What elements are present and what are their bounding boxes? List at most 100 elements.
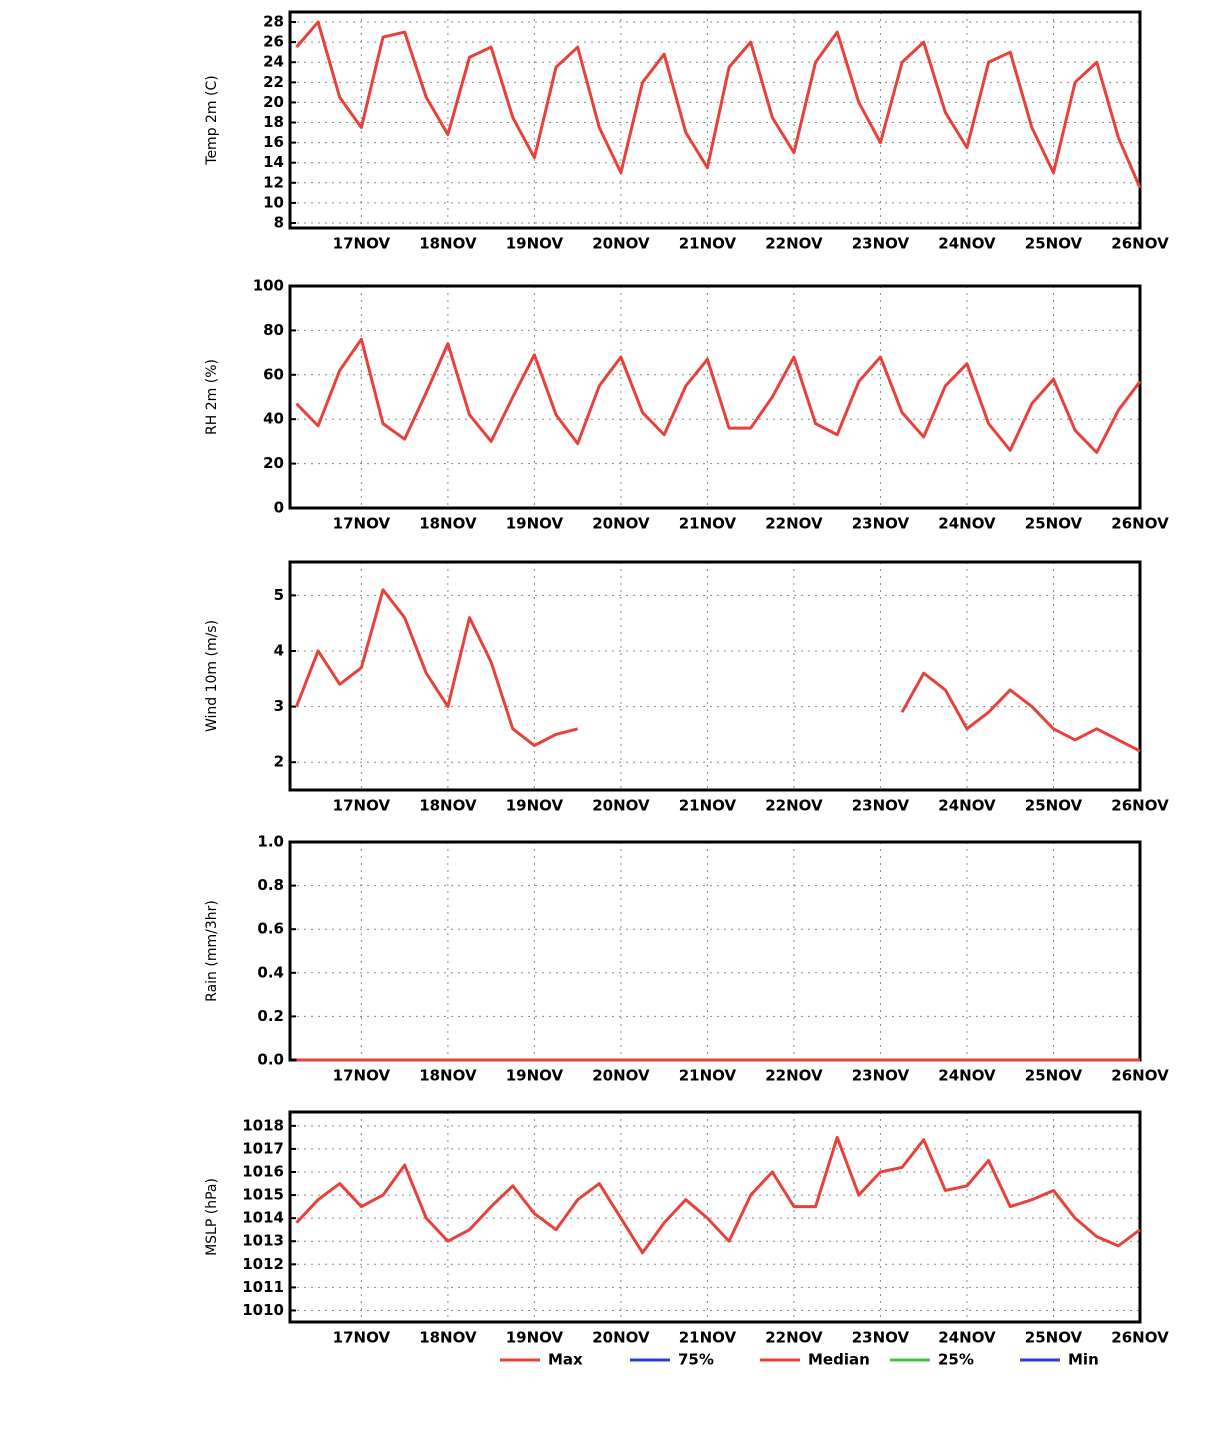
x-tick-label: 19NOV bbox=[506, 1067, 564, 1085]
x-tick-label: 21NOV bbox=[679, 1067, 737, 1085]
plot-frame bbox=[288, 840, 1142, 1062]
y-tick-label: 12 bbox=[263, 173, 284, 191]
y-tick-label: 0.4 bbox=[257, 963, 284, 981]
y-tick-label: 22 bbox=[263, 73, 284, 91]
x-tick-label: 25NOV bbox=[1025, 515, 1083, 533]
plot-frame bbox=[288, 10, 1142, 230]
median-line bbox=[295, 1135, 1141, 1255]
y-tick-label: 16 bbox=[263, 133, 284, 151]
x-tick-label: 19NOV bbox=[506, 797, 564, 815]
x-tick-label: 26NOV bbox=[1111, 515, 1169, 533]
x-tick-label: 24NOV bbox=[938, 797, 996, 815]
x-tick-label: 23NOV bbox=[852, 235, 910, 253]
legend-label: Max bbox=[548, 1351, 583, 1369]
plot-frame bbox=[288, 560, 1142, 792]
y-tick-label: 1012 bbox=[242, 1255, 284, 1273]
x-tick-label: 18NOV bbox=[419, 235, 477, 253]
x-tick-label: 23NOV bbox=[852, 515, 910, 533]
legend-label: Min bbox=[1068, 1351, 1099, 1369]
y-tick-label: 0.2 bbox=[257, 1007, 284, 1025]
y-tick-label: 0 bbox=[274, 499, 284, 517]
x-tick-label: 18NOV bbox=[419, 1329, 477, 1347]
x-tick-label: 22NOV bbox=[765, 515, 823, 533]
x-tick-label: 20NOV bbox=[592, 515, 650, 533]
x-tick-label: 17NOV bbox=[333, 797, 391, 815]
y-tick-label: 0.6 bbox=[257, 920, 284, 938]
y-tick-label: 20 bbox=[263, 454, 284, 472]
x-tick-label: 25NOV bbox=[1025, 797, 1083, 815]
x-tick-label: 22NOV bbox=[765, 1329, 823, 1347]
y-tick-label: 1016 bbox=[242, 1163, 284, 1181]
x-tick-label: 18NOV bbox=[419, 515, 477, 533]
y-tick-label: 1018 bbox=[242, 1116, 284, 1134]
y-axis-label: Wind 10m (m/s) bbox=[204, 620, 220, 732]
plot-frame bbox=[288, 1110, 1142, 1324]
x-tick-label: 17NOV bbox=[333, 1067, 391, 1085]
x-tick-label: 21NOV bbox=[679, 235, 737, 253]
legend-label: Median bbox=[808, 1351, 870, 1369]
y-tick-label: 100 bbox=[253, 277, 284, 295]
y-tick-label: 28 bbox=[263, 13, 284, 31]
x-tick-label: 19NOV bbox=[506, 1329, 564, 1347]
x-tick-label: 20NOV bbox=[592, 797, 650, 815]
x-tick-label: 22NOV bbox=[765, 235, 823, 253]
x-tick-label: 18NOV bbox=[419, 797, 477, 815]
x-tick-label: 25NOV bbox=[1025, 235, 1083, 253]
y-tick-label: 24 bbox=[263, 53, 284, 71]
x-tick-label: 19NOV bbox=[506, 235, 564, 253]
y-tick-label: 10 bbox=[263, 193, 284, 211]
x-tick-label: 23NOV bbox=[852, 797, 910, 815]
x-tick-label: 24NOV bbox=[938, 1067, 996, 1085]
median-line bbox=[295, 337, 1142, 454]
y-axis-label: Rain (mm/3hr) bbox=[204, 900, 220, 1002]
x-tick-label: 23NOV bbox=[852, 1067, 910, 1085]
y-tick-label: 3 bbox=[274, 697, 284, 715]
y-tick-label: 5 bbox=[274, 586, 284, 604]
x-tick-label: 17NOV bbox=[333, 515, 391, 533]
y-tick-label: 80 bbox=[263, 321, 284, 339]
x-tick-label: 24NOV bbox=[938, 1329, 996, 1347]
y-tick-label: 20 bbox=[263, 93, 284, 111]
x-tick-label: 21NOV bbox=[679, 797, 737, 815]
legend-label: 75% bbox=[678, 1351, 714, 1369]
y-axis-label: Temp 2m (C) bbox=[204, 75, 220, 165]
y-tick-label: 1014 bbox=[242, 1209, 284, 1227]
median-line bbox=[295, 20, 1142, 189]
x-tick-label: 17NOV bbox=[333, 235, 391, 253]
x-tick-label: 17NOV bbox=[333, 1329, 391, 1347]
y-axis-label: MSLP (hPa) bbox=[204, 1178, 220, 1256]
x-tick-label: 25NOV bbox=[1025, 1329, 1083, 1347]
y-axis-label: RH 2m (%) bbox=[204, 359, 220, 435]
y-tick-label: 40 bbox=[263, 410, 284, 428]
x-tick-label: 24NOV bbox=[938, 235, 996, 253]
y-tick-label: 18 bbox=[263, 113, 284, 131]
x-tick-label: 22NOV bbox=[765, 797, 823, 815]
x-tick-label: 20NOV bbox=[592, 1067, 650, 1085]
legend-label: 25% bbox=[938, 1351, 974, 1369]
x-tick-label: 23NOV bbox=[852, 1329, 910, 1347]
y-tick-label: 1011 bbox=[242, 1278, 284, 1296]
x-tick-label: 22NOV bbox=[765, 1067, 823, 1085]
y-tick-label: 2 bbox=[274, 753, 284, 771]
x-tick-label: 26NOV bbox=[1111, 1329, 1169, 1347]
median-line bbox=[295, 588, 1141, 753]
x-tick-label: 20NOV bbox=[592, 235, 650, 253]
y-tick-label: 1010 bbox=[242, 1301, 284, 1319]
y-tick-label: 1.0 bbox=[257, 833, 284, 851]
x-tick-label: 19NOV bbox=[506, 515, 564, 533]
x-tick-label: 21NOV bbox=[679, 515, 737, 533]
x-tick-label: 26NOV bbox=[1111, 1067, 1169, 1085]
y-tick-label: 1013 bbox=[242, 1232, 284, 1250]
y-tick-label: 8 bbox=[274, 213, 284, 231]
y-tick-label: 14 bbox=[263, 153, 284, 171]
x-tick-label: 18NOV bbox=[419, 1067, 477, 1085]
y-tick-label: 0.0 bbox=[257, 1051, 284, 1069]
plot-frame bbox=[288, 284, 1142, 510]
y-tick-label: 60 bbox=[263, 365, 284, 383]
y-tick-label: 4 bbox=[274, 641, 284, 659]
x-tick-label: 25NOV bbox=[1025, 1067, 1083, 1085]
y-tick-label: 1015 bbox=[242, 1186, 284, 1204]
x-tick-label: 26NOV bbox=[1111, 235, 1169, 253]
x-tick-label: 20NOV bbox=[592, 1329, 650, 1347]
